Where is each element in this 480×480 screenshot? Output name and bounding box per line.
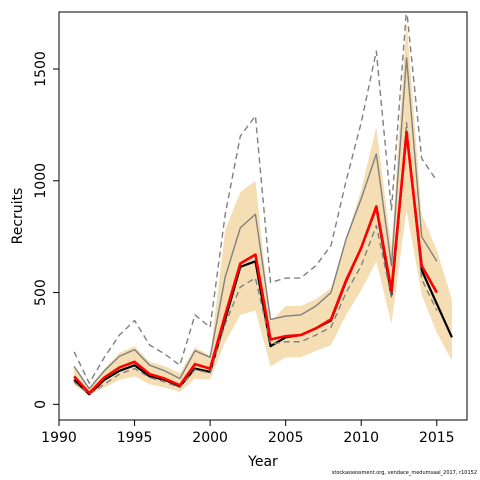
y-tick-label-1500: 1500 — [33, 51, 49, 87]
series-line-3 — [73, 12, 438, 384]
series-line-4 — [73, 121, 438, 395]
plot-frame — [58, 11, 468, 421]
x-tick-label-2000: 2000 — [192, 430, 228, 446]
y-tick-label-500: 500 — [33, 279, 49, 306]
series-lines — [73, 12, 453, 396]
x-tick-label-1990: 1990 — [41, 430, 77, 446]
y-tick-label-0: 0 — [33, 400, 49, 409]
footnote: stockassessment.org, vendace_medumsaal_2… — [331, 470, 477, 476]
series-line-2 — [73, 57, 438, 390]
x-tick-label-2005: 2005 — [268, 430, 304, 446]
x-axis: 1990 1995 2000 2005 2010 2015 — [41, 420, 455, 446]
x-tick-label-1995: 1995 — [117, 430, 153, 446]
x-tick-label-2015: 2015 — [419, 430, 455, 446]
series-line-5 — [73, 131, 438, 395]
y-axis-title: Recruits — [10, 188, 26, 245]
x-axis-title: Year — [247, 454, 278, 470]
y-tick-label-1000: 1000 — [33, 163, 49, 199]
y-axis: 0 500 1000 1500 — [33, 51, 59, 409]
x-tick-label-2010: 2010 — [343, 430, 379, 446]
